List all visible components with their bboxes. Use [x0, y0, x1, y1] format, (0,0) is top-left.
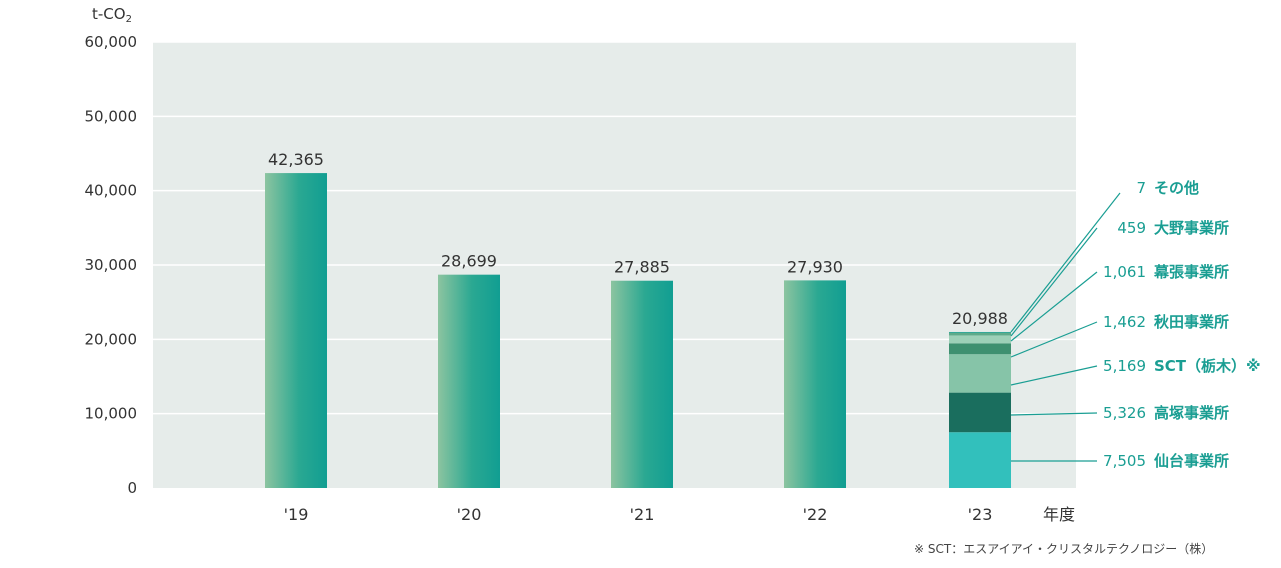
- y-tick-label: 30,000: [85, 256, 138, 274]
- bar: [784, 280, 846, 488]
- x-tick-label: '21: [630, 505, 655, 524]
- segment-name-label: その他: [1154, 179, 1199, 197]
- y-tick-label: 50,000: [85, 107, 138, 125]
- y-tick-label: 60,000: [85, 33, 138, 51]
- stack-segment: [949, 331, 1011, 333]
- segment-name-label: 幕張事業所: [1153, 263, 1229, 281]
- bar-value-label: 27,930: [787, 257, 843, 276]
- segment-name-label: SCT（栃木）※: [1154, 357, 1261, 375]
- segment-value-label: 459: [1117, 219, 1146, 237]
- y-axis-ticks: 0 10,000 20,000 30,000 40,000 50,000 60,000: [85, 33, 138, 497]
- segment-value-label: 1,462: [1103, 313, 1146, 331]
- segment-name-label: 高塚事業所: [1154, 404, 1229, 422]
- stack-segment: [949, 332, 1011, 336]
- leader-line: [1010, 321, 1098, 358]
- footnote: ※ SCT：エスアイアイ・クリスタルテクノロジー（株）: [914, 541, 1213, 556]
- stack-segment: [949, 343, 1011, 355]
- leader-line: [1010, 227, 1098, 337]
- x-tick-label: '19: [284, 505, 309, 524]
- segment-value-label: 7,505: [1103, 452, 1146, 470]
- segment-name-label: 仙台事業所: [1154, 452, 1229, 470]
- breakdown-leaders: 7,505 仙台事業所 5,326 高塚事業所 5,169 SCT（栃木）※ 1,462 秋田…: [1010, 179, 1261, 470]
- y-tick-label: 0: [127, 479, 137, 497]
- y-tick-label: 20,000: [85, 330, 138, 348]
- x-tick-label: '23: [968, 505, 993, 524]
- x-tick-label: '22: [803, 505, 828, 524]
- segment-name-label: 大野事業所: [1154, 219, 1229, 237]
- y-tick-label: 10,000: [85, 405, 138, 423]
- bar: [611, 280, 673, 488]
- leader-line: [1010, 271, 1098, 342]
- x-axis-label: 年度: [1043, 505, 1075, 524]
- bar: [438, 274, 500, 488]
- stack-segment: [949, 354, 1011, 393]
- bar-value-label: 28,699: [441, 252, 497, 271]
- segment-value-label: 5,169: [1103, 357, 1146, 375]
- stack-segment: [949, 392, 1011, 433]
- segment-value-label: 5,326: [1103, 404, 1146, 422]
- segment-name-label: 秋田事業所: [1154, 313, 1229, 331]
- bar-value-label: 20,988: [952, 309, 1008, 328]
- bar: [265, 173, 327, 488]
- y-tick-label: 40,000: [85, 182, 138, 200]
- bar-value-label: 42,365: [268, 150, 324, 169]
- bar-value-label: 27,885: [614, 258, 670, 277]
- leader-line: [1010, 365, 1098, 386]
- stack-segment: [949, 335, 1011, 344]
- y-unit-label: t-CO2: [92, 5, 132, 25]
- x-tick-label: '20: [457, 505, 482, 524]
- stack-segment: [949, 432, 1011, 488]
- x-axis-ticks: '19 '20 '21 '22 '23: [284, 505, 993, 524]
- bars: 42,365 28,699 27,885 27,930 20,988: [265, 150, 1011, 488]
- segment-value-label: 1,061: [1103, 263, 1146, 281]
- leader-line: [1010, 192, 1121, 333]
- leader-line: [1010, 412, 1098, 416]
- segment-value-label: 7: [1136, 179, 1146, 197]
